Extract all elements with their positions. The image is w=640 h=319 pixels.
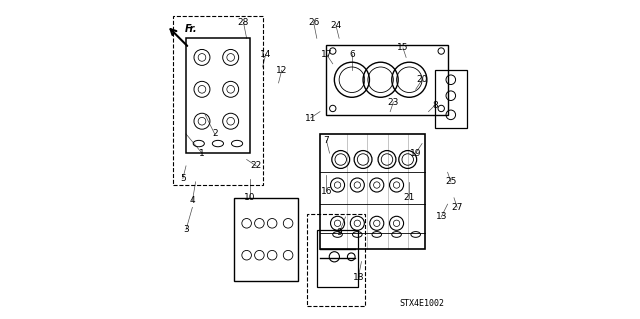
Text: 11: 11 <box>305 114 316 122</box>
Text: 3: 3 <box>183 225 189 234</box>
Text: 14: 14 <box>260 50 271 59</box>
Text: 6: 6 <box>349 50 355 59</box>
Text: 15: 15 <box>397 43 409 52</box>
Text: 26: 26 <box>308 18 319 27</box>
Text: 21: 21 <box>404 193 415 202</box>
Text: 13: 13 <box>435 212 447 221</box>
Text: 7: 7 <box>323 136 329 145</box>
Text: Fr.: Fr. <box>184 24 197 34</box>
Text: 10: 10 <box>244 193 255 202</box>
Text: 8: 8 <box>432 101 438 110</box>
Text: 19: 19 <box>410 149 422 158</box>
Text: 24: 24 <box>330 21 342 30</box>
Text: 23: 23 <box>388 98 399 107</box>
Text: 12: 12 <box>276 66 287 75</box>
Text: 22: 22 <box>251 161 262 170</box>
Text: 16: 16 <box>321 187 332 196</box>
Text: 18: 18 <box>353 273 364 282</box>
Text: 20: 20 <box>417 75 428 84</box>
Text: 1: 1 <box>199 149 205 158</box>
Text: 5: 5 <box>180 174 186 183</box>
Text: 17: 17 <box>321 50 332 59</box>
Text: 4: 4 <box>189 197 195 205</box>
Text: 9: 9 <box>336 228 342 237</box>
Text: 28: 28 <box>237 18 249 27</box>
Text: STX4E1002: STX4E1002 <box>399 299 445 308</box>
Text: 27: 27 <box>451 203 463 212</box>
Text: 2: 2 <box>212 130 218 138</box>
Text: 25: 25 <box>445 177 456 186</box>
